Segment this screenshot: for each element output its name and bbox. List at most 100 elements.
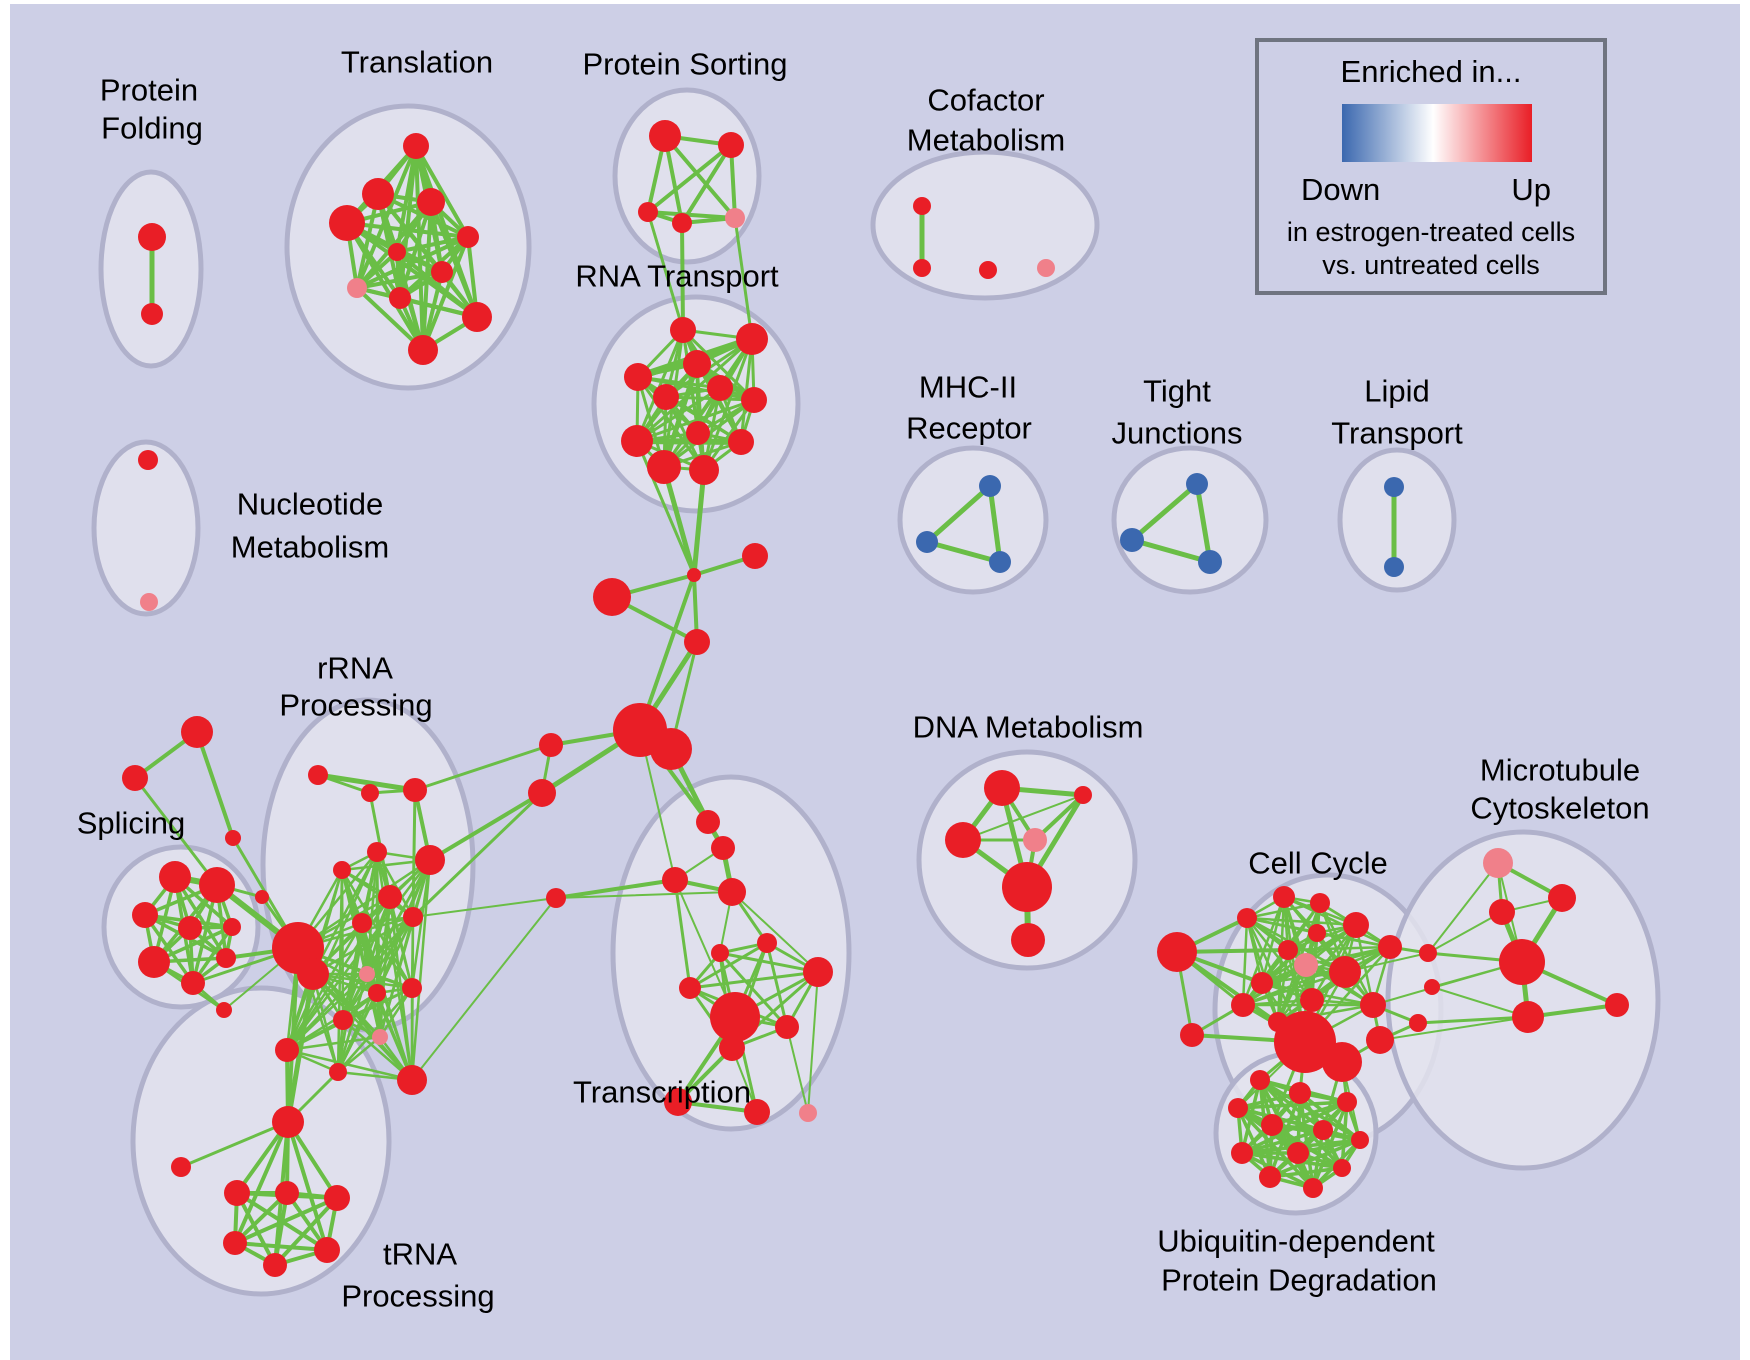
cluster-label-rrna-processing: rRNA (317, 651, 393, 686)
edge (1427, 862, 1499, 954)
edge (410, 858, 432, 990)
gene-set-node (1231, 993, 1255, 1017)
edge (1240, 1128, 1325, 1155)
edge (311, 915, 415, 976)
gene-set-node (647, 450, 681, 484)
cluster-label-cofactor-metabolism: Metabolism (907, 123, 1066, 158)
cluster-label-protein-folding: Folding (101, 111, 203, 146)
gene-set-node (528, 779, 556, 807)
edge (1268, 1138, 1362, 1179)
gene-set-node (1228, 1098, 1248, 1118)
cluster-label-lipid-transport: Lipid (1364, 374, 1430, 409)
legend-title: Enriched in... (1340, 54, 1522, 89)
gene-set-node (649, 120, 681, 152)
gene-set-node (539, 733, 563, 757)
edge (412, 897, 557, 918)
gene-set-node (650, 728, 692, 770)
gene-set-node (1329, 956, 1361, 988)
cluster-ellipse-trna-processing (130, 985, 392, 1297)
gene-set-node (593, 578, 631, 616)
edge (1318, 901, 1375, 1007)
edge (341, 915, 415, 1022)
edge (355, 192, 380, 290)
gene-set-node (140, 593, 158, 611)
edge (315, 772, 418, 793)
gene-set-node (1483, 848, 1513, 878)
cluster-label-mhc-ii-receptor: MHC-II (919, 370, 1017, 405)
gene-set-node (275, 1038, 299, 1062)
edge (636, 375, 706, 472)
edge (133, 776, 219, 887)
gene-set-node (1198, 550, 1222, 574)
edge (635, 398, 756, 443)
edge (1236, 1100, 1349, 1110)
edge (1241, 931, 1319, 1007)
edge (1315, 931, 1392, 949)
gene-set-node (1180, 1023, 1204, 1047)
cluster-label-splicing: Splicing (77, 806, 186, 841)
gene-set-node (199, 867, 235, 903)
edge (345, 221, 470, 239)
edge (311, 972, 414, 1082)
gene-set-node (329, 205, 365, 241)
gene-set-node (372, 1029, 388, 1045)
gene-set-node (945, 822, 981, 858)
gene-set-node (1419, 944, 1437, 962)
gene-set-node (684, 629, 710, 655)
gene-set-node (686, 421, 710, 445)
edge (638, 573, 696, 732)
gene-set-node (725, 208, 745, 228)
edge (285, 1048, 414, 1082)
cluster-label-dna-metabolism: DNA Metabolism (913, 710, 1144, 745)
gene-set-node (367, 842, 387, 862)
edge (1268, 1166, 1344, 1179)
edge (691, 467, 707, 578)
gene-set-node (181, 716, 213, 748)
gene-set-node (329, 1063, 347, 1081)
gene-set-node (679, 977, 701, 999)
gene-set-node (744, 1099, 770, 1125)
legend-up-label: Up (1511, 172, 1551, 207)
edge (233, 1196, 339, 1245)
edge (680, 221, 685, 332)
edge (807, 971, 819, 1114)
legend-down-label: Down (1301, 172, 1381, 207)
gene-set-node (333, 1010, 353, 1030)
gene-set-node (359, 966, 375, 982)
gene-set-node (347, 278, 367, 298)
gene-set-node (403, 133, 429, 159)
gene-set-node (621, 425, 653, 457)
gene-set-node (662, 867, 688, 893)
cluster-label-transcription: Transcription (573, 1075, 751, 1110)
cluster-label-microtubule-cytoskeleton: Microtubule (1480, 753, 1640, 788)
gene-set-node (1351, 1131, 1369, 1149)
gene-set-node (1303, 1178, 1323, 1198)
edge (395, 235, 470, 254)
gene-set-node (803, 957, 833, 987)
edge (786, 1026, 809, 1114)
edge (336, 1035, 382, 1074)
gene-set-node (546, 888, 566, 908)
cluster-ellipse-nucleotide-metabolism (91, 439, 201, 617)
edge (411, 788, 417, 919)
edge (341, 1018, 414, 1082)
legend-caption-line1: in estrogen-treated cells (1286, 217, 1576, 247)
gene-set-node (417, 188, 445, 216)
gene-set-node (216, 948, 236, 968)
gene-set-node (1287, 1142, 1309, 1164)
cluster-label-ubiquitin-degradation: Ubiquitin-dependent (1157, 1224, 1435, 1259)
gene-set-node (297, 958, 329, 990)
edge (235, 1191, 277, 1267)
gene-set-node (362, 178, 394, 210)
edge (661, 464, 697, 578)
edge (688, 941, 769, 990)
cluster-label-lipid-transport: Transport (1331, 416, 1463, 451)
gene-set-node (263, 1253, 287, 1277)
gene-set-node (1023, 828, 1047, 852)
gene-set-node (799, 1104, 817, 1122)
edge (663, 134, 737, 220)
edge (635, 439, 696, 577)
gene-set-node (457, 226, 479, 248)
gene-set-node (1384, 557, 1404, 577)
gene-set-node (710, 992, 760, 1042)
